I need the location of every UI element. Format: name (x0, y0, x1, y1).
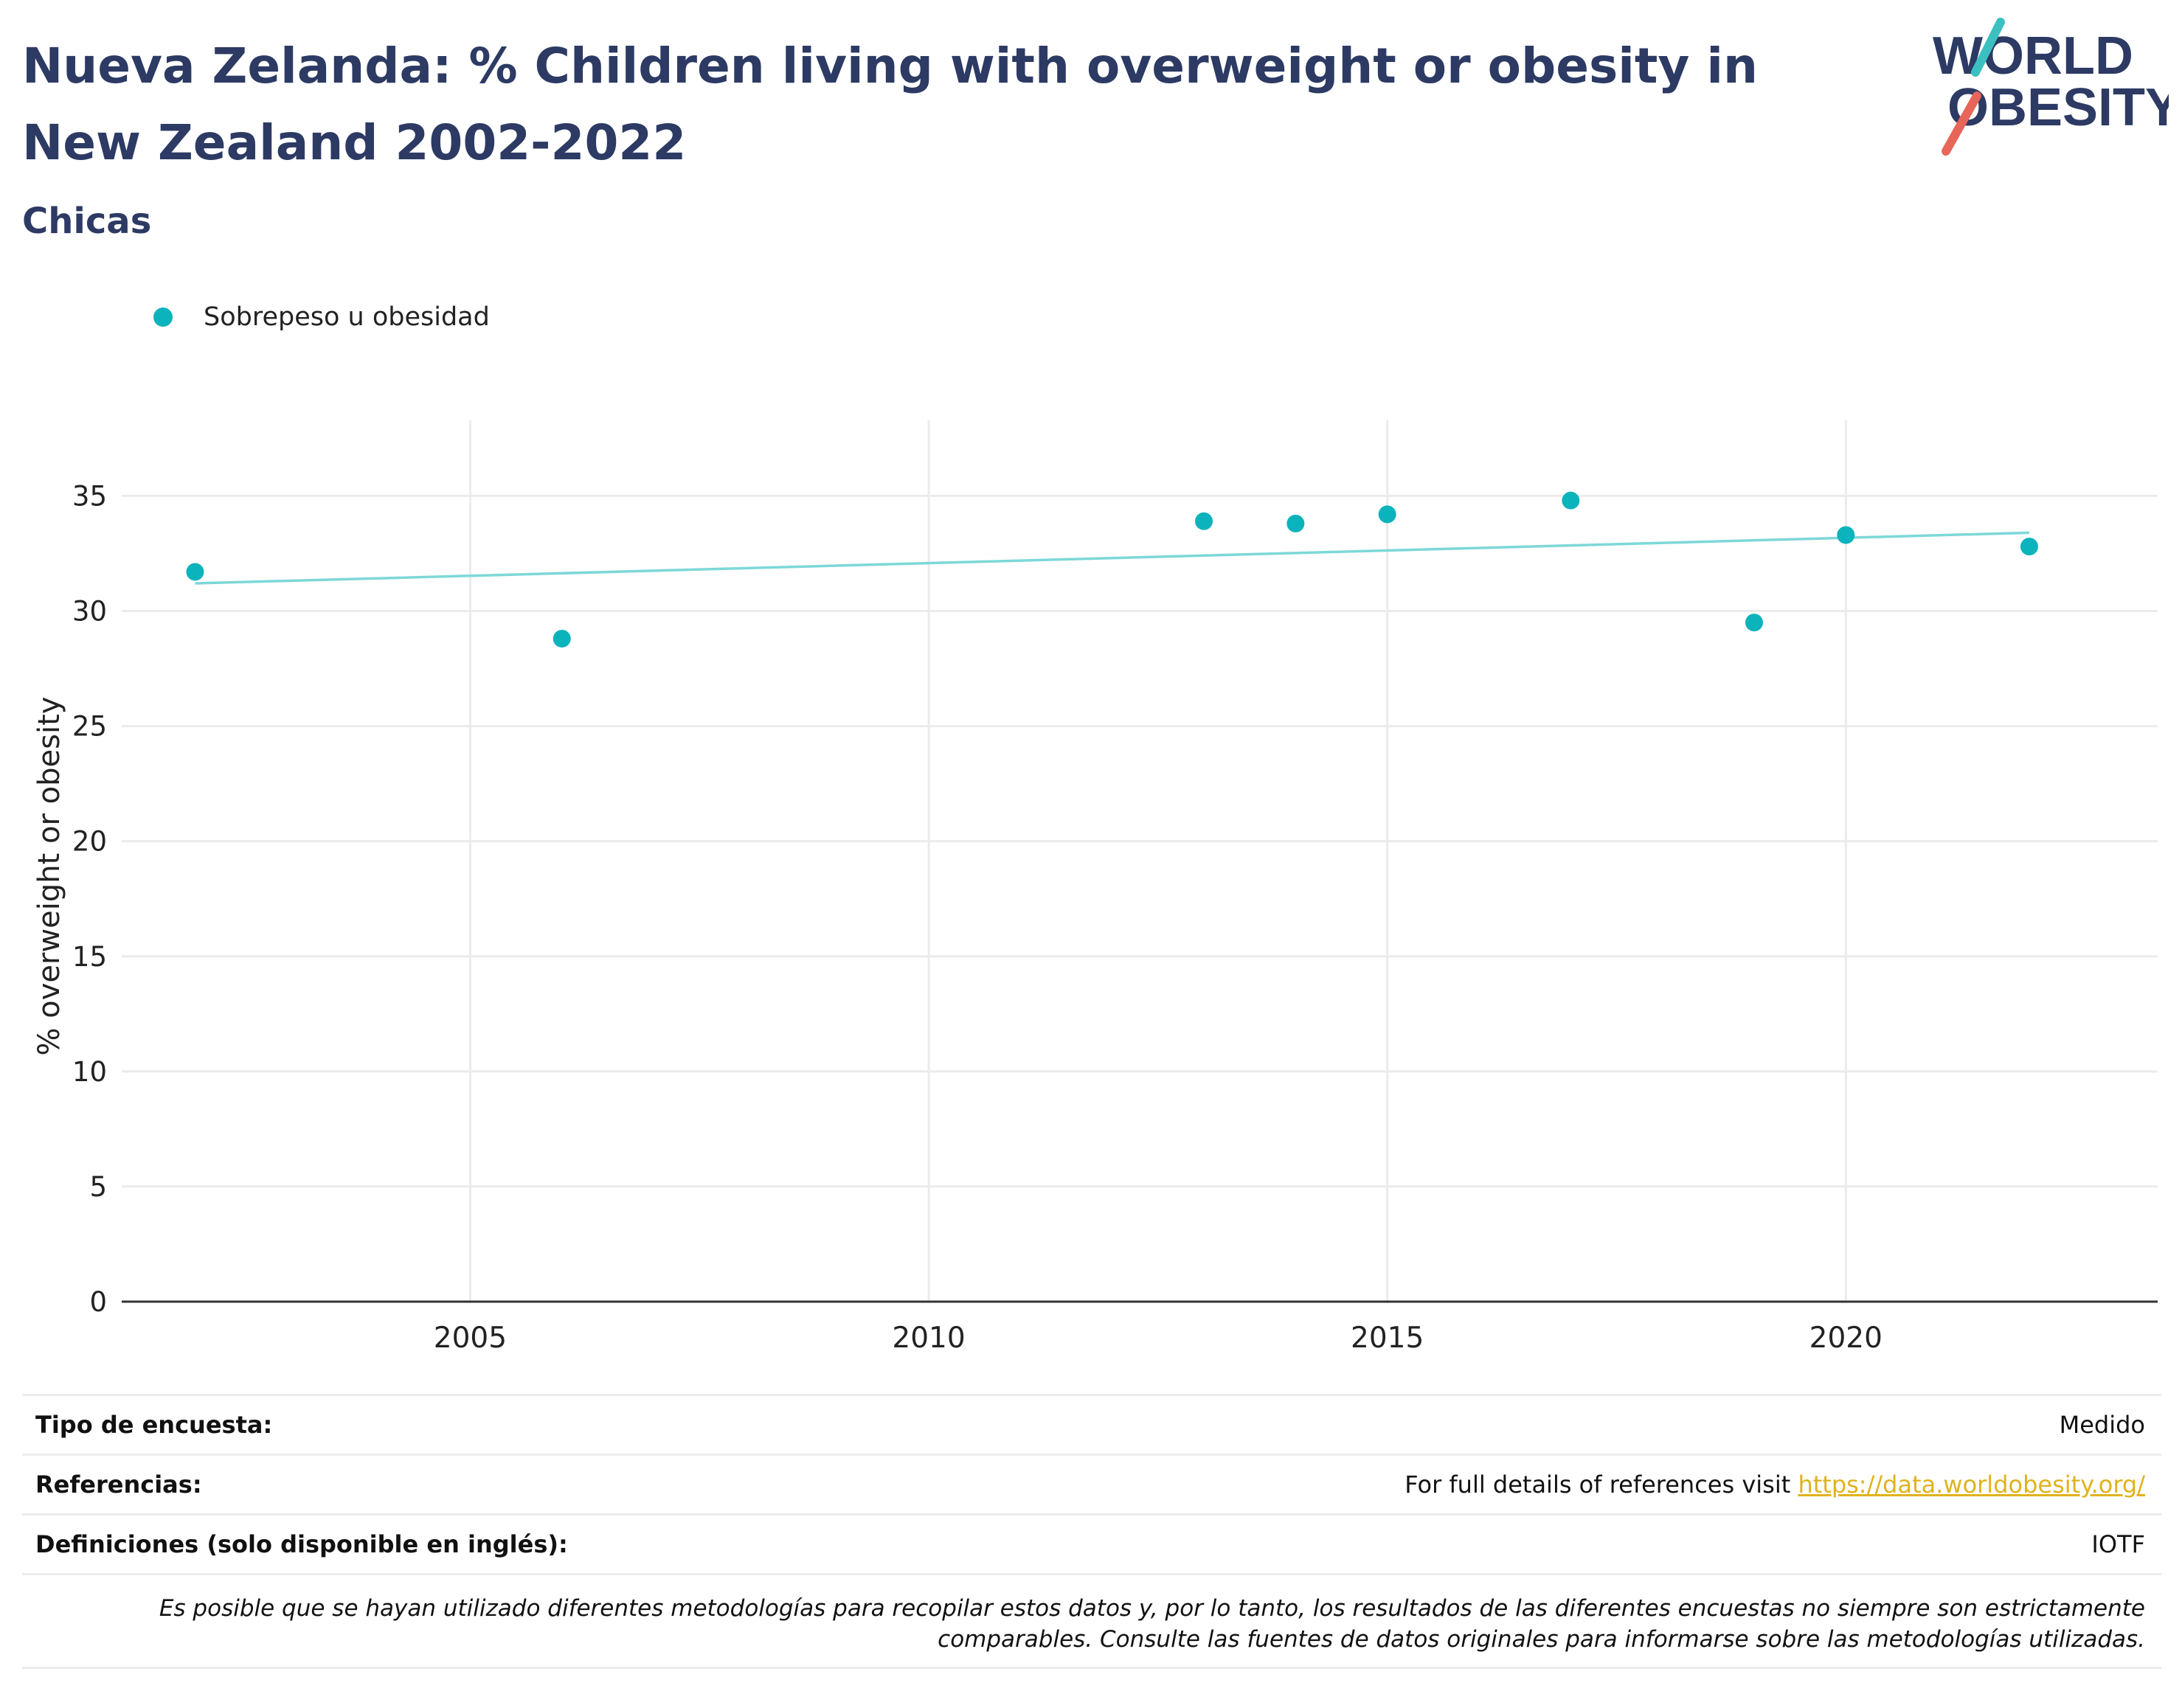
trend-line (195, 531, 2029, 585)
trend-line-group (195, 531, 2029, 585)
chart-title: Nueva Zelanda: % Children living with ov… (22, 38, 1759, 171)
footer-row-references: Referencias: For full details of referen… (22, 1454, 2161, 1513)
data-point (553, 629, 571, 648)
axes: 0 5 10 15 20 25 30 35 2005 2010 2015 2020 (72, 480, 2158, 1355)
logo-text-obesity: OBESITY (1947, 78, 2169, 137)
data-points (186, 491, 2038, 648)
footer-row-definitions: Definiciones (solo disponible en inglés)… (22, 1513, 2161, 1573)
references-label: Referencias: (35, 1471, 202, 1499)
references-link[interactable]: https://data.worldobesity.org/ (1798, 1471, 2145, 1499)
logo-text-world: WORLD (1933, 27, 2133, 86)
y-axis-label: % overweight or obesity (32, 697, 66, 1056)
y-tick-label: 35 (72, 480, 107, 512)
logo-slash-red (1942, 91, 1981, 156)
grid-lines (122, 420, 2158, 1302)
legend[interactable]: Sobrepeso u obesidad (153, 295, 490, 339)
data-point (186, 563, 204, 581)
methodology-note: Es posible que se hayan utilizado difere… (22, 1573, 2161, 1669)
x-tick-label: 2020 (1809, 1322, 1883, 1355)
scatter-chart: 0 5 10 15 20 25 30 35 2005 2010 2015 2020 % overwei… (32, 420, 2158, 1355)
references-value: For full details of references visit htt… (1405, 1471, 2145, 1499)
y-tick-label: 10 (72, 1056, 107, 1088)
data-point (1837, 526, 1855, 544)
x-tick-label: 2015 (1351, 1322, 1424, 1355)
data-point (1562, 491, 1580, 510)
y-tick-label: 30 (72, 596, 107, 628)
references-text: For full details of references visit (1405, 1471, 1798, 1499)
logo-slash-teal (1971, 18, 2005, 77)
data-point (1195, 512, 1213, 530)
y-tick-label: 5 (89, 1171, 107, 1203)
data-point (1286, 514, 1305, 532)
footer-row-survey-type: Tipo de encuesta: Medido (22, 1394, 2161, 1454)
y-tick-label: 25 (72, 711, 107, 743)
x-tick-label: 2005 (434, 1322, 507, 1355)
data-point (2020, 538, 2038, 556)
chart-subtitle: Chicas (22, 201, 152, 242)
survey-type-value: Medido (2059, 1411, 2145, 1439)
survey-type-label: Tipo de encuesta: (35, 1411, 273, 1439)
x-tick-label: 2010 (892, 1322, 965, 1355)
y-tick-label: 15 (72, 941, 107, 973)
world-obesity-logo: WORLD OBESITY (1933, 18, 2169, 156)
data-point (1378, 505, 1396, 524)
footer: Tipo de encuesta: Medido Referencias: Fo… (22, 1394, 2161, 1669)
data-point (1745, 614, 1763, 632)
legend-label: Sobrepeso u obesidad (204, 302, 490, 332)
y-tick-label: 20 (72, 826, 107, 858)
definitions-label: Definiciones (solo disponible en inglés)… (35, 1530, 568, 1558)
y-tick-label: 0 (89, 1286, 107, 1318)
legend-marker (153, 308, 173, 327)
definitions-value: IOTF (2091, 1530, 2145, 1558)
